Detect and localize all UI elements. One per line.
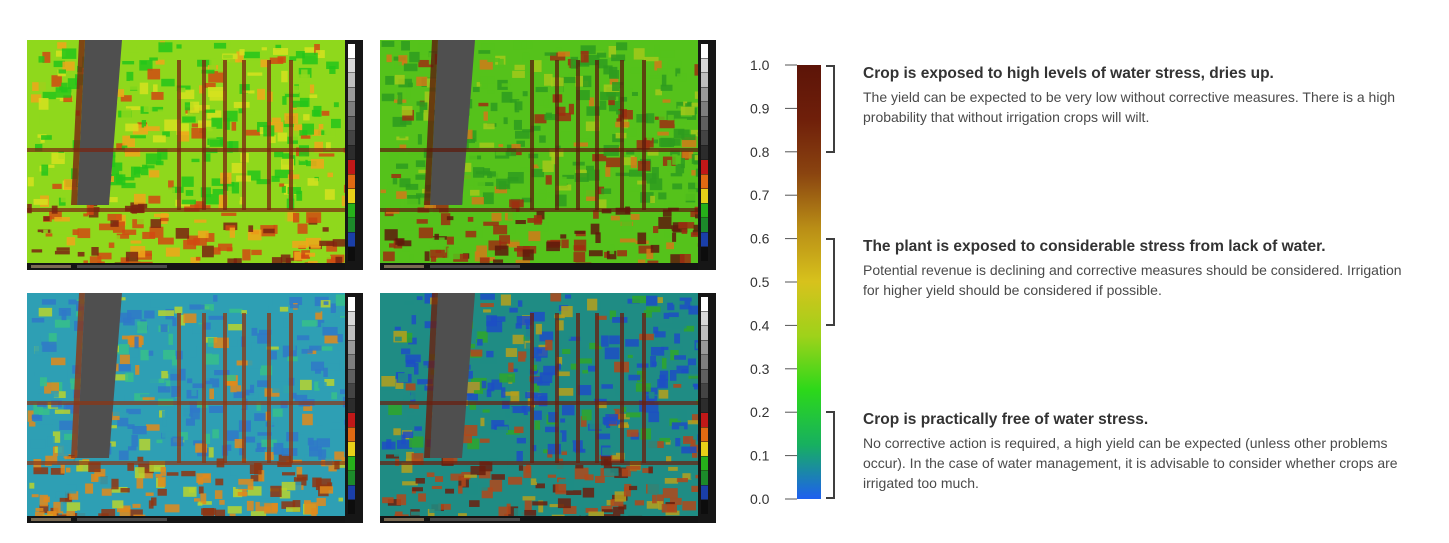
- level-heading: Crop is practically free of water stress…: [863, 411, 1149, 428]
- thermal-colorbar: [345, 293, 363, 523]
- range-bracket: [826, 411, 835, 499]
- scale-tick-label: 0.3: [750, 361, 770, 377]
- scale-gradient-bar: [797, 65, 821, 499]
- field-map: [27, 293, 345, 523]
- level-heading: Crop is exposed to high levels of water …: [863, 65, 1274, 82]
- range-bracket: [826, 238, 835, 326]
- image-footer: [380, 516, 698, 523]
- thermal-image-top-left: [27, 40, 363, 270]
- scale-tick-label: 0.6: [750, 231, 770, 247]
- thermal-image-bottom-left: [27, 293, 363, 523]
- level-description: Potential revenue is declining and corre…: [863, 262, 1402, 298]
- level-description: No corrective action is required, a high…: [863, 435, 1398, 491]
- thermal-image-bottom-right: [380, 293, 716, 523]
- scale-tick-label: 0.9: [750, 100, 770, 116]
- level-description: The yield can be expected to be very low…: [863, 89, 1396, 125]
- thermal-image-top-right: [380, 40, 716, 270]
- field-map: [380, 293, 698, 523]
- scale-tick-label: 0.4: [750, 317, 770, 333]
- thermal-colorbar: [698, 293, 716, 523]
- image-footer: [27, 516, 345, 523]
- range-bracket: [826, 65, 835, 153]
- image-footer: [27, 263, 345, 270]
- scale-tick-label: 0.0: [750, 491, 770, 507]
- scale-tick-label: 0.1: [750, 448, 770, 464]
- field-map: [27, 40, 345, 270]
- stress-scale: 1.0 0.9 0.8 0.7 0.6 0.5 0.4 0.3 0.2 0.1 0.0: [750, 60, 821, 507]
- scale-tick-label: 0.7: [750, 187, 770, 203]
- thermal-colorbar: [345, 40, 363, 270]
- thermal-colorbar: [698, 40, 716, 270]
- level-heading: The plant is exposed to considerable str…: [863, 238, 1326, 255]
- scale-tick-label: 0.2: [750, 404, 770, 420]
- scale-tick-label: 1.0: [750, 60, 770, 73]
- scale-tick-label: 0.5: [750, 274, 770, 290]
- scale-tick-label: 0.8: [750, 144, 770, 160]
- field-map: [380, 40, 698, 270]
- image-footer: [380, 263, 698, 270]
